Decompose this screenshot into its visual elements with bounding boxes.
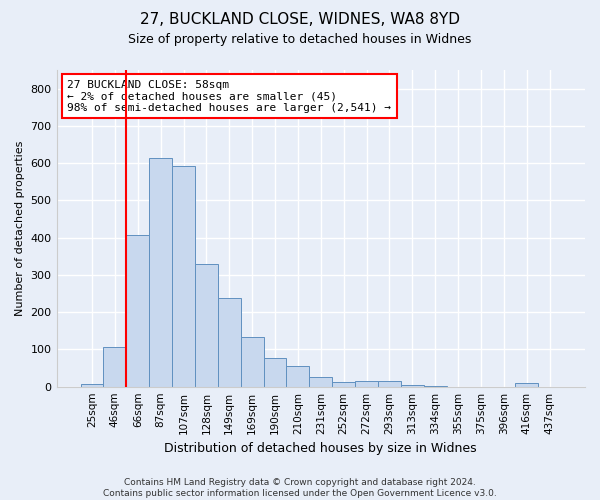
Bar	[80, 384, 103, 386]
Bar	[218, 298, 241, 386]
Text: 27, BUCKLAND CLOSE, WIDNES, WA8 8YD: 27, BUCKLAND CLOSE, WIDNES, WA8 8YD	[140, 12, 460, 28]
Bar	[286, 366, 310, 386]
Bar	[263, 358, 286, 386]
Bar	[515, 384, 538, 386]
Bar	[149, 158, 172, 386]
Bar	[378, 381, 401, 386]
Bar	[401, 385, 424, 386]
Y-axis label: Number of detached properties: Number of detached properties	[15, 140, 25, 316]
Bar	[127, 235, 149, 386]
X-axis label: Distribution of detached houses by size in Widnes: Distribution of detached houses by size …	[164, 442, 477, 455]
Bar	[310, 377, 332, 386]
Bar	[241, 337, 263, 386]
Bar	[103, 347, 127, 387]
Bar	[355, 380, 378, 386]
Bar	[332, 382, 355, 386]
Text: Contains HM Land Registry data © Crown copyright and database right 2024.
Contai: Contains HM Land Registry data © Crown c…	[103, 478, 497, 498]
Text: 27 BUCKLAND CLOSE: 58sqm
← 2% of detached houses are smaller (45)
98% of semi-de: 27 BUCKLAND CLOSE: 58sqm ← 2% of detache…	[67, 80, 391, 112]
Text: Size of property relative to detached houses in Widnes: Size of property relative to detached ho…	[128, 32, 472, 46]
Bar	[172, 166, 195, 386]
Bar	[195, 264, 218, 386]
